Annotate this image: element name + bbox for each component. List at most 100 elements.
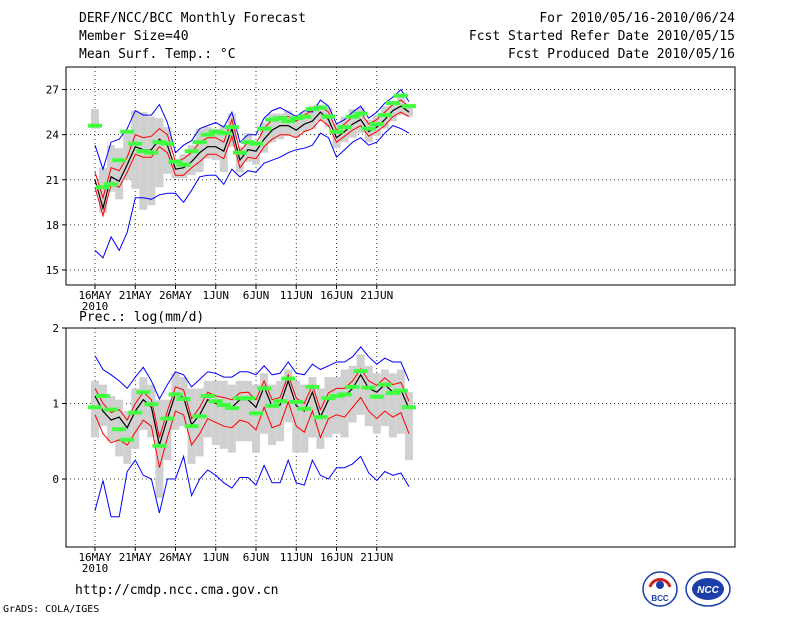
temp-ensemble-box (139, 112, 148, 210)
prec-observed-mark (168, 392, 183, 397)
temp-observed-mark (289, 116, 304, 121)
prec-ensemble-box (380, 369, 389, 427)
prec-observed-mark (369, 394, 384, 399)
prec-ensemble-box (332, 377, 341, 434)
prec-ensemble-box (139, 377, 148, 430)
temp-ensemble-box (260, 122, 269, 153)
temp-observed-mark (160, 141, 175, 146)
temp-ensemble-box (91, 109, 99, 129)
temp-inner-lower-line (94, 111, 410, 218)
prec-ensemble-box (227, 384, 236, 453)
prec-observed-mark (96, 393, 111, 398)
prec-ensemble-box (107, 395, 116, 442)
temp-ensemble-box (243, 133, 252, 162)
temp-ytick-label: 21 (46, 174, 59, 187)
prec-ensemble-box (211, 380, 220, 446)
temp-xtick-label: 21MAY (119, 289, 152, 302)
temp-xtick-label: 11JUN (280, 289, 313, 302)
prec-observed-mark (385, 390, 400, 395)
prec-ensemble-box (195, 388, 204, 457)
precip-title: Prec.: log(mm/d) (79, 310, 204, 325)
bcc-logo: BCC (642, 571, 678, 607)
prec-ensemble-box (123, 411, 132, 464)
prec-observed-mark (353, 369, 368, 374)
prec-observed-mark (281, 376, 296, 381)
temp-ensemble-box (340, 116, 349, 143)
temp-observed-mark (401, 104, 416, 109)
prec-observed-mark (393, 388, 408, 393)
prec-observed-mark (152, 443, 167, 448)
temp-observed-mark (104, 182, 119, 187)
prec-ensemble-box (163, 399, 172, 461)
prec-inner-lower-line (94, 396, 410, 468)
temp-outer-upper-line (94, 88, 410, 171)
temp-observed-mark (329, 129, 344, 134)
prec-ensemble-box (131, 388, 140, 449)
prec-observed-mark (144, 402, 159, 407)
prec-ensemble-box (340, 369, 349, 438)
prec-observed-mark (361, 385, 376, 390)
grads-credit: GrADS: COLA/IGES (3, 604, 100, 615)
prec-ensemble-box (203, 380, 212, 438)
temp-ensemble-box (404, 104, 413, 117)
temp-observed-mark (313, 105, 328, 110)
temp-observed-mark (168, 159, 183, 164)
prec-observed-mark (337, 392, 352, 397)
prec-observed-mark (104, 407, 119, 412)
temp-observed-mark (200, 132, 215, 137)
ncc-logo: NCC (685, 571, 731, 607)
temp-ensemble-box (163, 127, 172, 174)
prec-observed-mark (208, 399, 223, 404)
temp-plot-frame (65, 66, 736, 286)
prec-observed-mark (321, 396, 336, 401)
temp-ensemble-box (219, 125, 228, 173)
temp-ensemble-box (300, 112, 309, 132)
prec-xtick-label: 21JUN (360, 551, 393, 564)
prec-observed-mark (128, 410, 143, 415)
temp-observed-mark (152, 140, 167, 145)
prec-ytick-label: 1 (52, 398, 59, 411)
temp-observed-mark (224, 125, 239, 130)
temp-xtick-label: 21JUN (360, 289, 393, 302)
temp-observed-mark (353, 111, 368, 116)
prec-xtick-label: 16JUN (320, 551, 353, 564)
prec-observed-mark (297, 406, 312, 411)
temp-observed-mark (128, 141, 143, 146)
temp-observed-mark (345, 114, 360, 119)
temp-ensemble-box (276, 113, 285, 140)
temp-xtick-label: 16MAY (78, 289, 111, 302)
forecast-produced-date: Fcst Produced Date 2010/05/16 (508, 47, 735, 62)
prec-observed-mark (192, 414, 207, 419)
temp-observed-mark (192, 140, 207, 145)
forecast-period: For 2010/05/16-2010/06/24 (539, 11, 735, 26)
prec-observed-mark (249, 411, 263, 416)
temp-ensemble-box (292, 119, 301, 138)
temp-observed-mark (377, 113, 392, 118)
prec-observed-mark (200, 393, 215, 398)
prec-ensemble-box (179, 377, 188, 427)
chart-title: DERF/NCC/BCC Monthly Forecast (79, 11, 306, 26)
prec-inner-upper-line (94, 367, 410, 438)
prec-observed-mark (224, 406, 239, 411)
temp-ensemble-box (308, 106, 317, 129)
prec-observed-mark (265, 403, 280, 408)
temp-ensemble-box (380, 106, 389, 129)
temp-ensemble-box (195, 128, 204, 173)
temp-ensemble-box (115, 148, 124, 200)
prec-ensemble-box (252, 384, 260, 453)
prec-observed-mark (305, 384, 320, 389)
variable-label: Mean Surf. Temp.: °C (79, 47, 236, 62)
prec-ensemble-box (348, 365, 357, 423)
prec-outer-lower-line (94, 454, 410, 518)
temp-ytick-label: 18 (46, 219, 59, 232)
prec-observed-mark (257, 386, 272, 391)
temp-observed-mark (337, 125, 352, 130)
prec-ensemble-box (276, 380, 285, 442)
temp-observed-mark (184, 149, 199, 154)
temp-observed-mark (216, 131, 231, 136)
source-url[interactable]: http://cmdp.ncc.cma.gov.cn (75, 583, 279, 598)
prec-ensemble-box (268, 384, 277, 446)
temp-observed-mark (144, 150, 159, 155)
temp-xtick-label: 6JUN (243, 289, 270, 302)
